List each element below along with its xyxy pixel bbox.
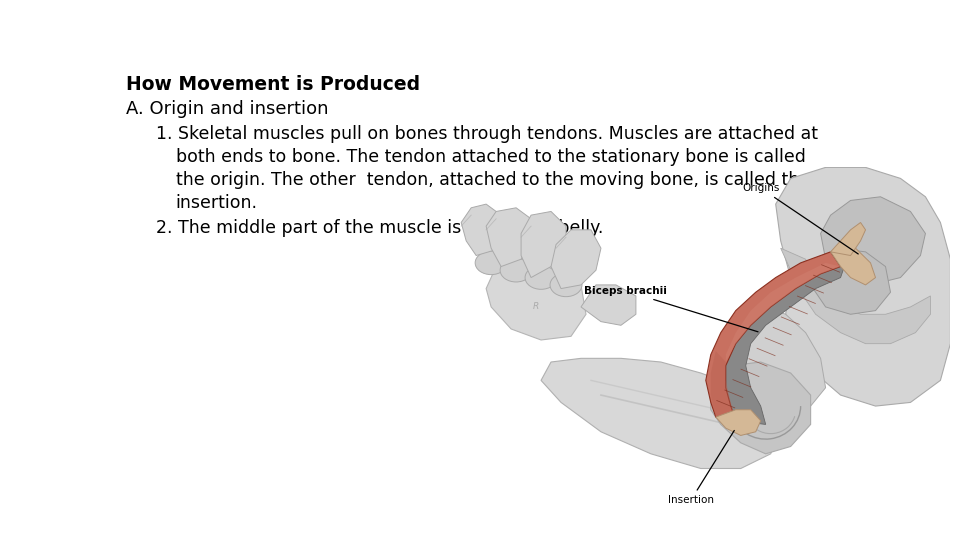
Polygon shape [581, 285, 636, 325]
Polygon shape [776, 167, 950, 406]
Circle shape [475, 251, 507, 275]
Polygon shape [821, 197, 925, 285]
Polygon shape [780, 248, 930, 343]
Polygon shape [716, 410, 760, 435]
Polygon shape [541, 359, 780, 469]
Text: Origins: Origins [742, 183, 858, 254]
Polygon shape [486, 208, 531, 267]
Polygon shape [710, 351, 735, 421]
Text: A. Origin and insertion: A. Origin and insertion [126, 100, 328, 118]
Text: 2. The middle part of the muscle is called the belly.: 2. The middle part of the muscle is call… [156, 219, 603, 237]
Polygon shape [735, 307, 826, 410]
Circle shape [500, 259, 532, 282]
Polygon shape [721, 259, 846, 424]
Text: How Movement is Produced: How Movement is Produced [126, 75, 420, 94]
Polygon shape [551, 230, 601, 288]
Polygon shape [706, 252, 841, 421]
Text: insertion.: insertion. [176, 194, 258, 212]
Text: 1. Skeletal muscles pull on bones through tendons. Muscles are attached at: 1. Skeletal muscles pull on bones throug… [156, 125, 818, 143]
Polygon shape [710, 362, 810, 454]
Text: Biceps brachii: Biceps brachii [585, 286, 758, 332]
Circle shape [525, 266, 557, 289]
Circle shape [550, 273, 582, 296]
Text: R: R [533, 302, 540, 312]
Polygon shape [830, 222, 866, 255]
Text: the origin. The other  tendon, attached to the moving bone, is called the: the origin. The other tendon, attached t… [176, 171, 810, 189]
Text: Insertion: Insertion [668, 430, 734, 505]
Polygon shape [830, 248, 876, 285]
Polygon shape [810, 248, 891, 314]
Polygon shape [521, 212, 566, 278]
Polygon shape [486, 255, 586, 340]
Text: both ends to bone. The tendon attached to the stationary bone is called: both ends to bone. The tendon attached t… [176, 148, 805, 166]
Polygon shape [461, 204, 506, 255]
Polygon shape [726, 263, 841, 362]
